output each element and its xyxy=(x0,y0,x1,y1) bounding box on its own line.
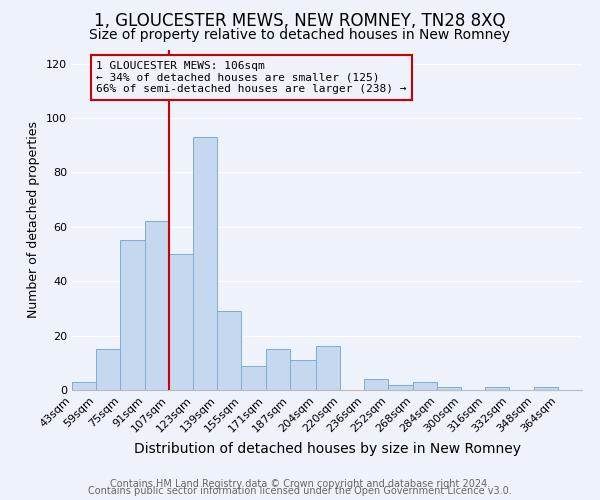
Bar xyxy=(364,379,388,390)
Y-axis label: Number of detached properties: Number of detached properties xyxy=(28,122,40,318)
Bar xyxy=(217,311,241,390)
Bar xyxy=(266,349,290,390)
Bar xyxy=(96,349,121,390)
Text: Contains public sector information licensed under the Open Government Licence v3: Contains public sector information licen… xyxy=(88,486,512,496)
Text: Size of property relative to detached houses in New Romney: Size of property relative to detached ho… xyxy=(89,28,511,42)
Bar xyxy=(169,254,193,390)
Bar xyxy=(193,137,217,390)
Text: 1 GLOUCESTER MEWS: 106sqm
← 34% of detached houses are smaller (125)
66% of semi: 1 GLOUCESTER MEWS: 106sqm ← 34% of detac… xyxy=(96,61,407,94)
Bar xyxy=(72,382,96,390)
Bar xyxy=(413,382,437,390)
Bar xyxy=(241,366,266,390)
Bar xyxy=(533,388,558,390)
Bar xyxy=(388,384,413,390)
Bar xyxy=(485,388,509,390)
Bar xyxy=(290,360,316,390)
Bar xyxy=(316,346,340,390)
Text: Contains HM Land Registry data © Crown copyright and database right 2024.: Contains HM Land Registry data © Crown c… xyxy=(110,479,490,489)
Text: 1, GLOUCESTER MEWS, NEW ROMNEY, TN28 8XQ: 1, GLOUCESTER MEWS, NEW ROMNEY, TN28 8XQ xyxy=(94,12,506,30)
Bar xyxy=(121,240,145,390)
Bar xyxy=(437,388,461,390)
Bar xyxy=(145,222,169,390)
X-axis label: Distribution of detached houses by size in New Romney: Distribution of detached houses by size … xyxy=(133,442,521,456)
